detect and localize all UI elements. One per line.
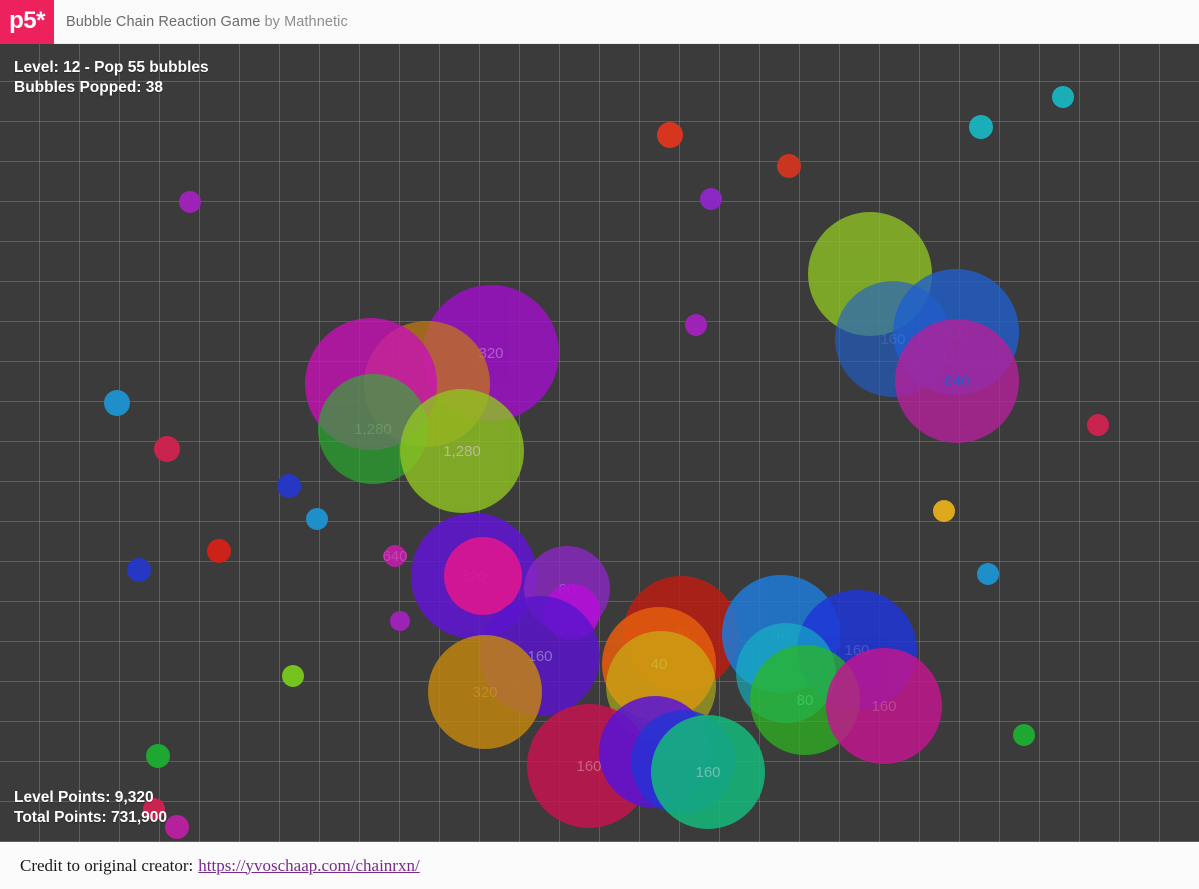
bubble[interactable] <box>1087 414 1109 436</box>
bubble[interactable] <box>657 122 683 148</box>
credit-label: Credit to original creator: <box>20 855 194 875</box>
bubble[interactable] <box>933 500 955 522</box>
p5-logo[interactable]: p5* <box>0 0 54 44</box>
bubble-score-label: 160 <box>880 330 906 348</box>
p5-logo-text: p5* <box>9 7 45 34</box>
bubble[interactable] <box>969 115 993 139</box>
game-canvas[interactable]: 1603201606403206401,2801,280640320801603… <box>0 44 1199 842</box>
bubble-popped[interactable]: 640 <box>895 319 1019 443</box>
bubble-score-label: 160 <box>576 757 602 775</box>
bubble[interactable] <box>207 539 231 563</box>
bubble-popped[interactable]: 160 <box>651 715 765 829</box>
footer: Credit to original creator: https://yvos… <box>0 842 1199 889</box>
bubble-score-label: 640 <box>382 547 408 565</box>
bubble[interactable] <box>1013 724 1035 746</box>
bubble[interactable] <box>282 665 304 687</box>
bubble[interactable] <box>700 188 722 210</box>
hud-level-line: Level: 12 - Pop 55 bubbles <box>14 59 209 76</box>
bubble[interactable] <box>977 563 999 585</box>
bubble-popped[interactable]: 640 <box>382 545 408 567</box>
bubble-score-label: 320 <box>472 683 498 701</box>
site-header: p5* Bubble Chain Reaction Game by Mathne… <box>0 0 1199 44</box>
bubble[interactable] <box>444 537 522 615</box>
header-title: Bubble Chain Reaction Game by Mathnetic <box>54 0 348 43</box>
hud-popped-line: Bubbles Popped: 38 <box>14 79 163 96</box>
bubble-score-label: 160 <box>871 697 897 715</box>
bubble[interactable] <box>277 474 301 498</box>
bubble-score-label: 80 <box>796 691 814 709</box>
bubble-score-label: 160 <box>857 265 883 283</box>
bubble-popped[interactable]: 320 <box>428 635 542 749</box>
bubble[interactable] <box>104 390 130 416</box>
bubble[interactable] <box>1052 86 1074 108</box>
sketch-author-label: by Mathnetic <box>264 13 348 30</box>
bubble-score-label: 640 <box>944 372 970 390</box>
bubble-score-label: 1,280 <box>354 420 392 438</box>
original-creator-link[interactable]: https://yvoschaap.com/chainrxn/ <box>198 855 420 875</box>
sketch-title-label: Bubble Chain Reaction Game <box>66 13 261 30</box>
bubble[interactable] <box>306 508 328 530</box>
bubble[interactable] <box>685 314 707 336</box>
bubble[interactable] <box>179 191 201 213</box>
bubble[interactable] <box>165 815 189 839</box>
bubble-score-label: 1,280 <box>443 442 481 460</box>
bubble[interactable] <box>390 611 410 631</box>
bubble[interactable] <box>146 744 170 768</box>
bubble[interactable] <box>127 558 151 582</box>
bubble[interactable] <box>777 154 801 178</box>
bubble-popped[interactable]: 160 <box>826 648 942 764</box>
bubble[interactable] <box>154 436 180 462</box>
hud-top: Level: 12 - Pop 55 bubbles Bubbles Poppe… <box>14 58 209 98</box>
bubble-score-label: 160 <box>695 763 721 781</box>
bubble-popped[interactable]: 1,280 <box>400 389 524 513</box>
bubble[interactable] <box>143 798 165 820</box>
